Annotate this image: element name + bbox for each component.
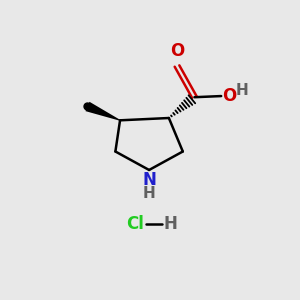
Text: Cl: Cl bbox=[127, 215, 145, 233]
Text: O: O bbox=[222, 87, 237, 105]
Text: O: O bbox=[170, 42, 184, 60]
Text: H: H bbox=[163, 215, 177, 233]
Text: H: H bbox=[235, 83, 248, 98]
Text: H: H bbox=[143, 186, 155, 201]
Polygon shape bbox=[85, 102, 120, 121]
Text: N: N bbox=[142, 171, 156, 189]
